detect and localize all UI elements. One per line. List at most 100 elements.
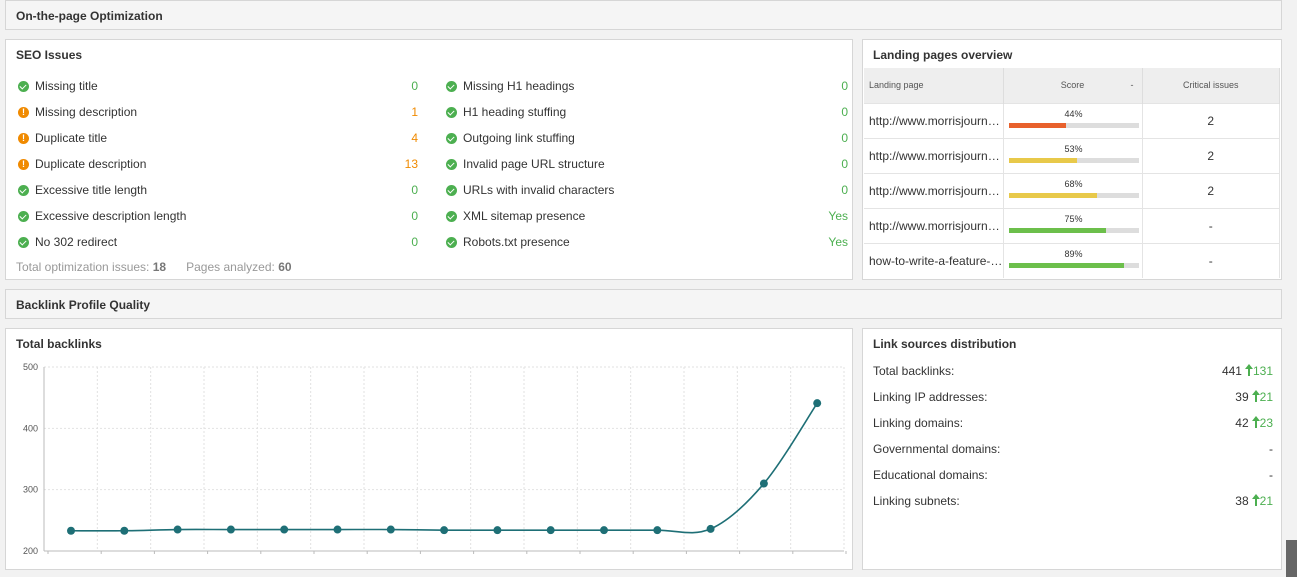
col-score-label: Score bbox=[1060, 80, 1085, 91]
score-bar-fill bbox=[1008, 227, 1106, 233]
link-source-value-group: 42 23 bbox=[1235, 416, 1273, 430]
seo-issue-row[interactable]: Excessive title length bbox=[18, 181, 147, 199]
seo-issue-value: 1 bbox=[411, 105, 418, 119]
arrow-up-icon bbox=[1251, 390, 1260, 402]
seo-issues-title: SEO Issues bbox=[16, 48, 83, 62]
score-percent: 44% bbox=[1064, 108, 1083, 119]
landing-pages-panel: Landing pages overview Landing page Scor… bbox=[862, 39, 1282, 280]
link-source-row: Total backlinks: 441 131 bbox=[873, 362, 1273, 380]
critical-issues-count: 2 bbox=[1142, 102, 1280, 138]
critical-issues-count: 2 bbox=[1142, 172, 1280, 208]
landing-page-url[interactable]: http://www.morrisjournalism.com/ bbox=[864, 102, 1004, 138]
link-source-value-group: 39 21 bbox=[1235, 390, 1273, 404]
check-circle-icon bbox=[18, 184, 29, 196]
seo-issue-value: 0 bbox=[411, 183, 418, 197]
seo-issue-row[interactable]: URLs with invalid characters bbox=[446, 181, 614, 199]
scroll-to-top-button[interactable] bbox=[1286, 540, 1297, 577]
seo-issue-label: Outgoing link stuffing bbox=[463, 131, 575, 145]
link-source-delta: 21 bbox=[1251, 390, 1273, 404]
seo-issue-row[interactable]: XML sitemap presence bbox=[446, 207, 585, 225]
arrow-up-icon bbox=[1251, 494, 1260, 506]
check-circle-icon bbox=[446, 236, 457, 248]
seo-issue-value: Yes bbox=[828, 209, 848, 223]
backlink-section-title: Backlink Profile Quality bbox=[16, 298, 151, 312]
seo-issue-row[interactable]: H1 heading stuffing bbox=[446, 103, 566, 121]
score-percent: 53% bbox=[1064, 143, 1083, 154]
seo-issue-row[interactable]: Excessive description length bbox=[18, 207, 186, 225]
score-bar-track bbox=[1008, 192, 1139, 198]
y-tick-label: 200 bbox=[23, 546, 38, 556]
pages-analyzed-label: Pages analyzed: bbox=[186, 260, 275, 274]
link-source-label: Linking subnets: bbox=[873, 494, 960, 508]
check-circle-icon bbox=[446, 184, 457, 196]
landing-page-row[interactable]: http://www.morrisjournalism.com/53% 2 bbox=[864, 137, 1280, 173]
link-source-value: 42 bbox=[1235, 416, 1249, 430]
data-point bbox=[440, 526, 449, 535]
data-point bbox=[493, 526, 502, 535]
link-source-label: Governmental domains: bbox=[873, 442, 1001, 456]
y-tick-label: 500 bbox=[23, 362, 38, 372]
landing-page-score: 89% bbox=[1003, 242, 1143, 278]
col-score[interactable]: Score - bbox=[1003, 68, 1143, 103]
link-source-row: Linking domains: 42 23 bbox=[873, 414, 1273, 432]
check-circle-icon bbox=[446, 106, 457, 118]
seo-issue-row[interactable]: Outgoing link stuffing bbox=[446, 129, 575, 147]
link-source-value-group: - bbox=[1269, 442, 1273, 456]
seo-issue-label: XML sitemap presence bbox=[463, 209, 586, 223]
landing-page-row[interactable]: http://www.morrisjournalism.com/75% - bbox=[864, 207, 1280, 243]
landing-page-row[interactable]: http://www.morrisjournalism.com/44% 2 bbox=[864, 102, 1280, 138]
critical-issues-count: 2 bbox=[1142, 137, 1280, 173]
link-source-value-group: 441 131 bbox=[1222, 364, 1273, 378]
onpage-section-title: On-the-page Optimization bbox=[16, 9, 163, 23]
total-backlinks-title: Total backlinks bbox=[16, 337, 102, 351]
score-bar-fill bbox=[1008, 262, 1125, 268]
landing-page-row[interactable]: http://www.morrisjournalism.com/68% 2 bbox=[864, 172, 1280, 208]
link-source-label: Total backlinks: bbox=[873, 364, 955, 378]
link-source-label: Educational domains: bbox=[873, 468, 988, 482]
seo-issue-value: 0 bbox=[841, 157, 848, 171]
landing-page-row[interactable]: how-to-write-a-feature-article 89% - bbox=[864, 242, 1280, 278]
data-point bbox=[120, 526, 129, 535]
warning-circle-icon bbox=[18, 158, 29, 171]
y-tick-label: 300 bbox=[23, 485, 38, 495]
col-critical-issues[interactable]: Critical issues bbox=[1142, 68, 1280, 103]
check-circle-icon bbox=[446, 210, 457, 222]
seo-issue-value: 0 bbox=[411, 209, 418, 223]
check-circle-icon bbox=[446, 132, 457, 144]
link-source-row: Linking subnets: 38 21 bbox=[873, 492, 1273, 510]
score-bar-track bbox=[1008, 122, 1139, 128]
col-landing-page[interactable]: Landing page bbox=[864, 68, 1004, 103]
landing-page-url[interactable]: http://www.morrisjournalism.com/ bbox=[864, 172, 1004, 208]
landing-page-score: 53% bbox=[1003, 137, 1143, 173]
score-percent: 68% bbox=[1064, 178, 1083, 189]
series-line bbox=[70, 402, 818, 534]
landing-page-url[interactable]: how-to-write-a-feature-article bbox=[864, 242, 1004, 278]
data-point bbox=[280, 525, 289, 534]
arrow-up-icon bbox=[1251, 416, 1260, 428]
landing-page-url[interactable]: http://www.morrisjournalism.com/ bbox=[864, 207, 1004, 243]
seo-issue-label: Duplicate description bbox=[35, 157, 147, 171]
link-source-delta-value: 21 bbox=[1259, 390, 1273, 404]
seo-issue-row[interactable]: Missing description bbox=[18, 103, 137, 121]
backlinks-line-chart: 200 300 400 500 bbox=[23, 362, 847, 556]
seo-issue-label: Robots.txt presence bbox=[463, 235, 570, 249]
seo-issue-row[interactable]: Invalid page URL structure bbox=[446, 155, 605, 173]
landing-pages-table: Landing page Score - Critical issues htt… bbox=[864, 68, 1280, 278]
landing-table-header: Landing page Score - Critical issues bbox=[864, 68, 1280, 103]
seo-issue-row[interactable]: Robots.txt presence bbox=[446, 233, 570, 251]
total-issues-value: 18 bbox=[152, 260, 167, 274]
seo-issue-row[interactable]: No 302 redirect bbox=[18, 233, 117, 251]
score-bar-fill bbox=[1008, 122, 1066, 128]
seo-issue-row[interactable]: Duplicate description bbox=[18, 155, 146, 173]
score-bar-fill bbox=[1008, 157, 1078, 163]
seo-issue-row[interactable]: Missing title bbox=[18, 77, 98, 95]
link-source-row: Governmental domains: - bbox=[873, 440, 1273, 458]
seo-issue-row[interactable]: Missing H1 headings bbox=[446, 77, 574, 95]
link-source-delta: 21 bbox=[1251, 494, 1273, 508]
total-issues-label: Total optimization issues: bbox=[16, 260, 150, 274]
seo-issue-value: 0 bbox=[411, 79, 418, 93]
data-point bbox=[173, 525, 182, 534]
seo-issue-row[interactable]: Duplicate title bbox=[18, 129, 107, 147]
pages-analyzed-value: 60 bbox=[278, 260, 292, 274]
landing-page-url[interactable]: http://www.morrisjournalism.com/ bbox=[864, 137, 1004, 173]
